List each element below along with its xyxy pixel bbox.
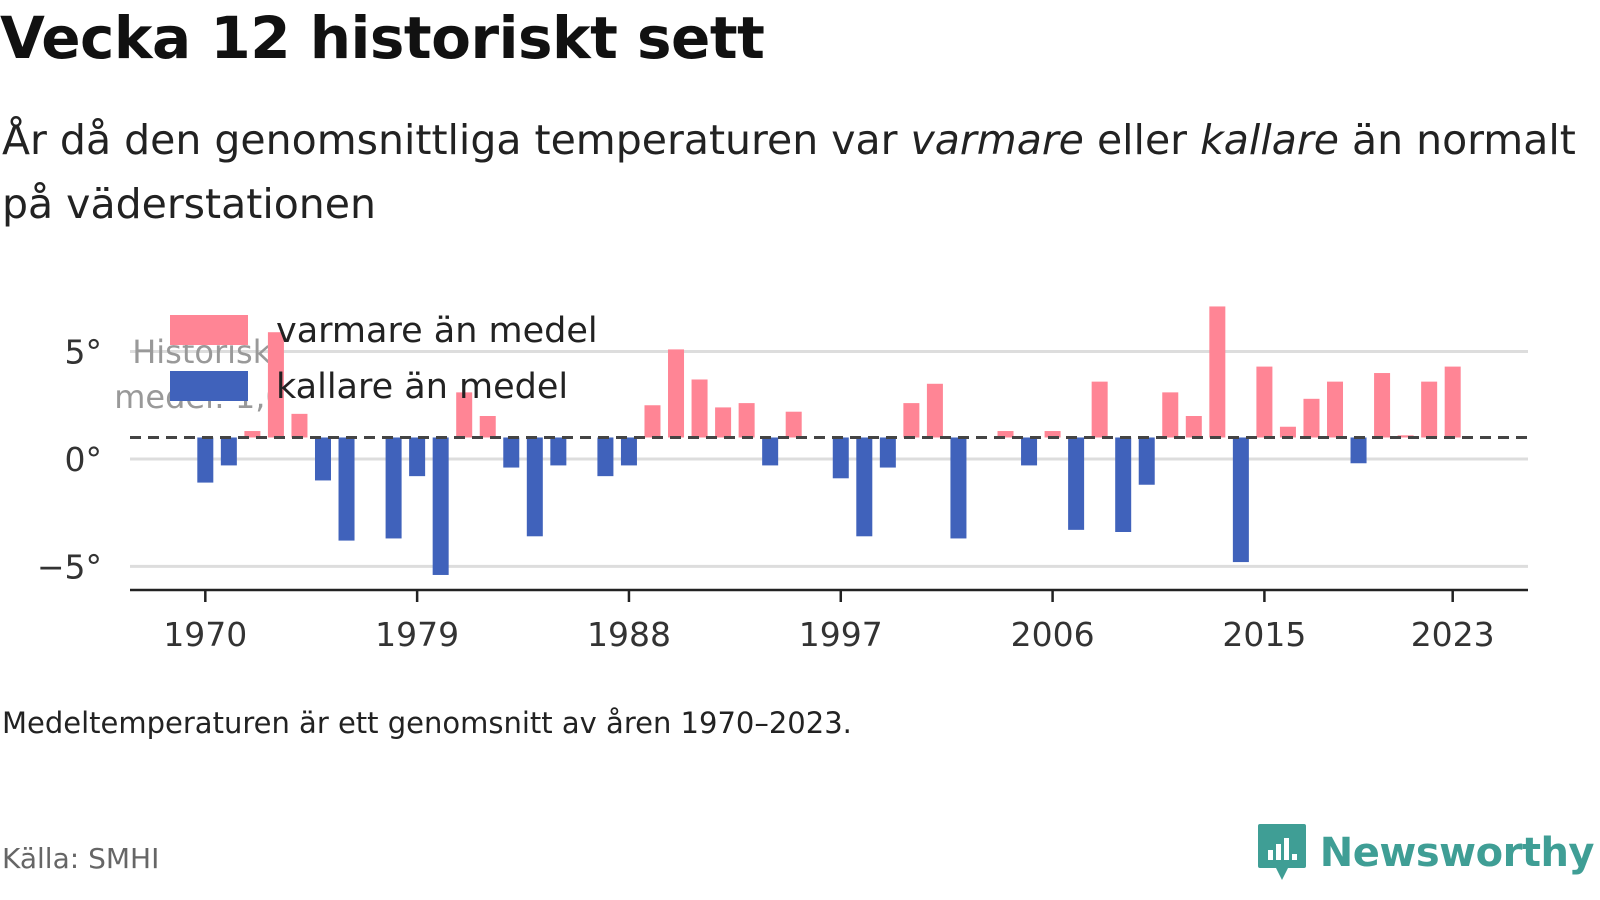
bar bbox=[479, 416, 496, 438]
subtitle-warm-word: varmare bbox=[910, 116, 1084, 164]
bars bbox=[197, 306, 1461, 575]
bar bbox=[244, 431, 261, 438]
x-tick-label: 1988 bbox=[587, 615, 671, 654]
x-tick-label: 1997 bbox=[799, 615, 883, 654]
bar bbox=[1374, 373, 1391, 438]
y-axis-ticks: −5° 0° 5° bbox=[37, 333, 102, 587]
source-credit: Källa: SMHI bbox=[2, 842, 160, 875]
bar bbox=[1185, 416, 1202, 438]
bar bbox=[1068, 437, 1085, 530]
bar bbox=[856, 437, 873, 537]
bar bbox=[903, 403, 920, 438]
footnote: Medeltemperaturen är ett genomsnitt av å… bbox=[2, 706, 852, 740]
gridlines bbox=[130, 350, 1528, 568]
y-tick-label: −5° bbox=[37, 547, 102, 586]
x-axis-ticks: 1970 1979 1988 1997 2006 2015 2023 bbox=[163, 590, 1495, 654]
legend-label: varmare än medel bbox=[276, 311, 598, 351]
bar bbox=[385, 437, 402, 539]
bar bbox=[456, 392, 473, 438]
bar bbox=[668, 349, 685, 438]
bar bbox=[1162, 392, 1179, 438]
bar bbox=[644, 405, 661, 438]
bar bbox=[1327, 381, 1344, 438]
bar bbox=[1303, 398, 1320, 438]
subtitle-text: År då den genomsnittliga temperaturen va… bbox=[2, 116, 911, 164]
bar bbox=[926, 383, 943, 438]
bar bbox=[1444, 366, 1461, 438]
legend-swatch bbox=[170, 371, 248, 401]
bar bbox=[338, 437, 355, 541]
brand-name: Newsworthy bbox=[1319, 830, 1595, 876]
bar bbox=[1021, 437, 1038, 466]
chart-title: Vecka 12 historiskt sett bbox=[0, 4, 765, 72]
bar bbox=[1044, 431, 1061, 438]
bar bbox=[879, 437, 896, 468]
bar bbox=[832, 437, 849, 479]
bar bbox=[526, 437, 543, 537]
bar bbox=[997, 431, 1014, 438]
bar bbox=[715, 407, 732, 438]
newsworthy-logo-icon bbox=[1257, 824, 1306, 880]
x-tick-label: 2015 bbox=[1222, 615, 1306, 654]
chart-subtitle: År då den genomsnittliga temperaturen va… bbox=[2, 108, 1582, 236]
bar bbox=[220, 437, 237, 466]
bar bbox=[1279, 426, 1296, 438]
bar bbox=[691, 379, 708, 438]
legend: varmare än medel kallare än medel bbox=[170, 311, 598, 407]
bar bbox=[1421, 381, 1438, 438]
legend-swatch bbox=[170, 315, 248, 345]
y-tick-label: 0° bbox=[65, 440, 103, 479]
bar bbox=[1091, 381, 1108, 438]
x-tick-label: 1970 bbox=[163, 615, 247, 654]
bar bbox=[1115, 437, 1132, 532]
legend-label: kallare än medel bbox=[276, 367, 568, 407]
bar bbox=[409, 437, 426, 477]
bar bbox=[1397, 435, 1414, 438]
bar-chart: −5°0°5° Historiskt medel: 1,0 1970 1979 19… bbox=[37, 306, 1528, 654]
x-tick-label: 2023 bbox=[1411, 615, 1495, 654]
bar bbox=[197, 437, 214, 483]
bar bbox=[314, 437, 331, 481]
bar bbox=[597, 437, 614, 477]
bar bbox=[1232, 437, 1249, 563]
bar bbox=[291, 413, 308, 438]
bar bbox=[620, 437, 637, 466]
subtitle-cold-word: kallare bbox=[1200, 116, 1339, 164]
y-tick-label: 5° bbox=[65, 333, 103, 372]
x-tick-label: 2006 bbox=[1011, 615, 1095, 654]
bar bbox=[1350, 437, 1367, 464]
bar bbox=[267, 332, 284, 438]
bar bbox=[1209, 306, 1226, 438]
bar bbox=[950, 437, 967, 539]
bar bbox=[762, 437, 779, 466]
brand-logo: Newsworthy bbox=[1256, 822, 1595, 884]
subtitle-text: eller bbox=[1083, 116, 1201, 164]
bar bbox=[785, 411, 802, 438]
bar bbox=[503, 437, 520, 468]
bar bbox=[550, 437, 567, 466]
bar bbox=[1138, 437, 1155, 485]
bar bbox=[1256, 366, 1273, 438]
x-tick-label: 1979 bbox=[375, 615, 459, 654]
bar bbox=[738, 403, 755, 438]
subtitle-text: än normalt på väderstationen bbox=[2, 116, 1576, 228]
bar bbox=[432, 437, 449, 575]
